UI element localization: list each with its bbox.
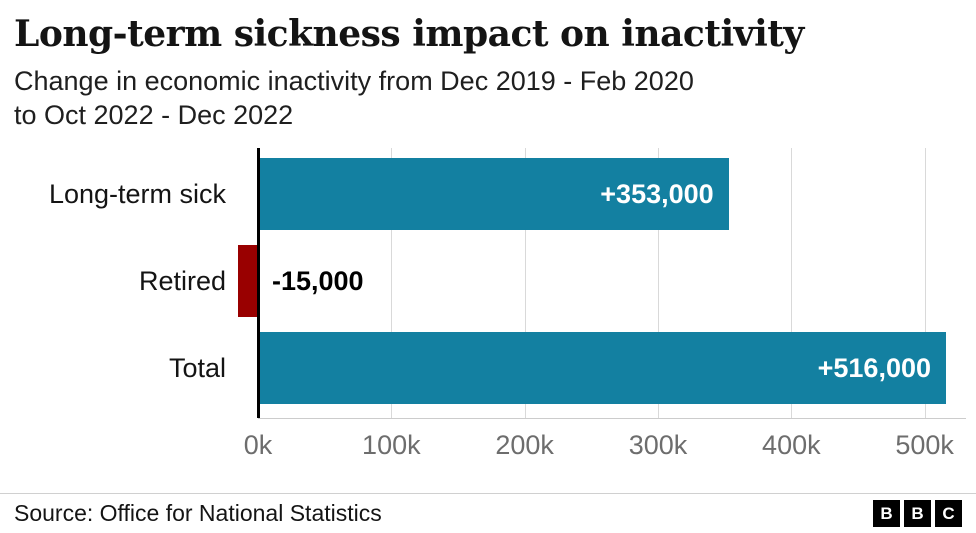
bar-value-label: +516,000 [817, 353, 931, 383]
bbc-logo-block-1: B [873, 500, 900, 527]
category-label: Long-term sick [48, 179, 226, 209]
gridline [391, 148, 393, 418]
bbc-logo-block-3: C [935, 500, 962, 527]
gridline [658, 148, 659, 418]
bar [238, 245, 258, 317]
gridline [924, 148, 926, 418]
gridline [791, 148, 793, 418]
x-tick-label: 500k [895, 430, 954, 460]
chart-subtitle: Change in economic inactivity from Dec 2… [14, 64, 960, 132]
chart-subtitle-line2: to Oct 2022 - Dec 2022 [14, 100, 294, 130]
bbc-logo-block-2: B [904, 500, 931, 527]
x-tick-label: 400k [762, 430, 821, 460]
bar [258, 332, 946, 404]
x-tick-label: 200k [495, 430, 554, 460]
bar [258, 158, 729, 230]
plot-area: +353,000 -15,000 +516,000 [238, 148, 966, 419]
bbc-logo: B B C [873, 500, 962, 527]
gridline [524, 148, 526, 418]
category-label: Total [168, 353, 226, 383]
x-tick-label: 0k [243, 430, 273, 460]
chart-subtitle-line1: Change in economic inactivity from Dec 2… [14, 66, 694, 96]
zero-axis-line [257, 148, 260, 418]
x-tick-label: 300k [628, 430, 688, 460]
source-text: Source: Office for National Statistics [14, 500, 382, 526]
bar-value-label: +353,000 [600, 179, 714, 209]
x-tick-label: 100k [362, 430, 421, 460]
chart-title: Long-term sickness impact on inactivity [14, 13, 804, 55]
x-axis: 0k 100k 200k 300k 400k 500k [244, 420, 966, 466]
chart-footer: Source: Office for National Statistics B… [0, 493, 976, 533]
chart-header: Long-term sickness impact on inactivity … [0, 0, 976, 132]
bar-value-label: -15,000 [272, 266, 364, 296]
category-label: Retired [138, 266, 226, 296]
category-labels: Long-term sick Retired Total [0, 148, 258, 418]
bar-chart: Long-term sick Retired Total +353,000 -15,0… [0, 148, 976, 468]
